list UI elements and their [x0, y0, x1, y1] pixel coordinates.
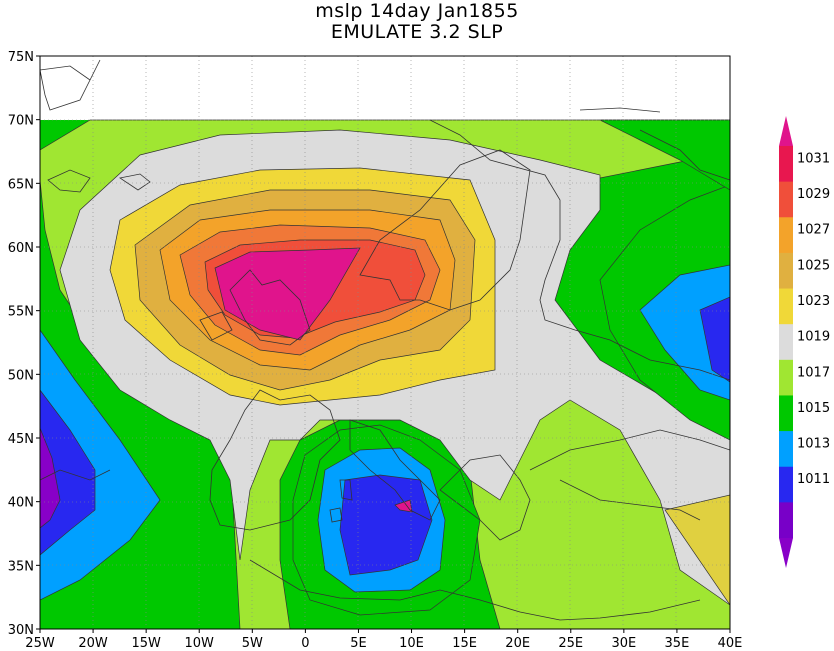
plot-frame — [39, 55, 731, 630]
colorbar-label: 1015 — [797, 401, 830, 416]
colorbar-segment — [779, 502, 793, 539]
x-tick-label: 20E — [505, 636, 530, 651]
fill-west-1009 — [40, 427, 61, 529]
x-tick-label: 40E — [718, 636, 743, 651]
colorbar-label: 1031 — [797, 151, 830, 166]
y-axis: 75N 70N 65N 60N 55N 50N 45N 40N 35N 30N — [8, 50, 40, 638]
y-tick-label: 65N — [8, 177, 34, 192]
colorbar-segment — [779, 395, 793, 432]
fill-med-1011 — [339, 474, 433, 576]
x-tick-label: 5W — [242, 636, 263, 651]
x-tick-label: 35E — [665, 636, 690, 651]
colorbar-segment — [779, 324, 793, 361]
x-axis: 25W 20W 15W 10W 5W 0 5E 10E 15E 20E 25E 30E 35E 40E — [25, 629, 742, 651]
colorbar-segment — [779, 431, 793, 468]
x-tick-label: 30E — [611, 636, 636, 651]
fill-east-1011 — [699, 296, 730, 383]
x-tick-label: 15E — [452, 636, 477, 651]
colorbar-label: 1011 — [797, 472, 830, 487]
colorbar-label: 1027 — [797, 223, 830, 238]
x-tick-label: 0 — [301, 636, 309, 651]
colorbar: 1031 1029 1027 1025 1023 1019 1017 1015 1013 1011 — [779, 116, 830, 568]
colorbar-segment — [779, 466, 793, 503]
fill-se-1023 — [664, 494, 730, 606]
colorbar-segment — [779, 252, 793, 290]
y-tick-label: 50N — [8, 368, 34, 383]
colorbar-segment — [779, 288, 793, 325]
contour-fills — [40, 59, 730, 629]
y-tick-label: 45N — [8, 432, 34, 447]
graticule — [40, 56, 730, 629]
x-tick-label: 10W — [185, 636, 215, 651]
fill-east-1013 — [639, 264, 730, 401]
x-tick-label: 5E — [350, 636, 367, 651]
colorbar-bottom-arrow — [779, 538, 793, 568]
colorbar-top-arrow — [779, 116, 793, 146]
x-tick-label: 15W — [131, 636, 161, 651]
map-subtitle: EMULATE 3.2 SLP — [330, 21, 504, 43]
colorbar-segment — [779, 359, 793, 396]
colorbar-segment — [779, 217, 793, 254]
x-tick-label: 25E — [558, 636, 583, 651]
x-tick-label: 10E — [399, 636, 424, 651]
x-tick-label: 20W — [78, 636, 108, 651]
x-tick-label: 25W — [25, 636, 55, 651]
fill-med-1009 — [394, 499, 413, 513]
y-tick-label: 35N — [8, 559, 34, 574]
y-tick-label: 75N — [8, 50, 34, 65]
colorbar-label: 1023 — [797, 294, 830, 309]
colorbar-segment — [779, 181, 793, 218]
map-title: mslp 14day Jan1855 — [315, 0, 519, 22]
colorbar-label: 1019 — [797, 330, 830, 345]
colorbar-label: 1017 — [797, 365, 830, 380]
colorbar-label: 1029 — [797, 187, 830, 202]
fill-west-1013 — [40, 329, 161, 601]
y-tick-label: 70N — [8, 114, 34, 129]
y-tick-label: 55N — [8, 305, 34, 320]
y-tick-label: 60N — [8, 241, 34, 256]
colorbar-label: 1013 — [797, 437, 830, 452]
y-tick-label: 40N — [8, 496, 34, 511]
coastlines — [40, 59, 730, 621]
y-tick-label: 30N — [8, 623, 34, 638]
colorbar-segment — [779, 146, 793, 183]
colorbar-label: 1025 — [797, 258, 830, 273]
